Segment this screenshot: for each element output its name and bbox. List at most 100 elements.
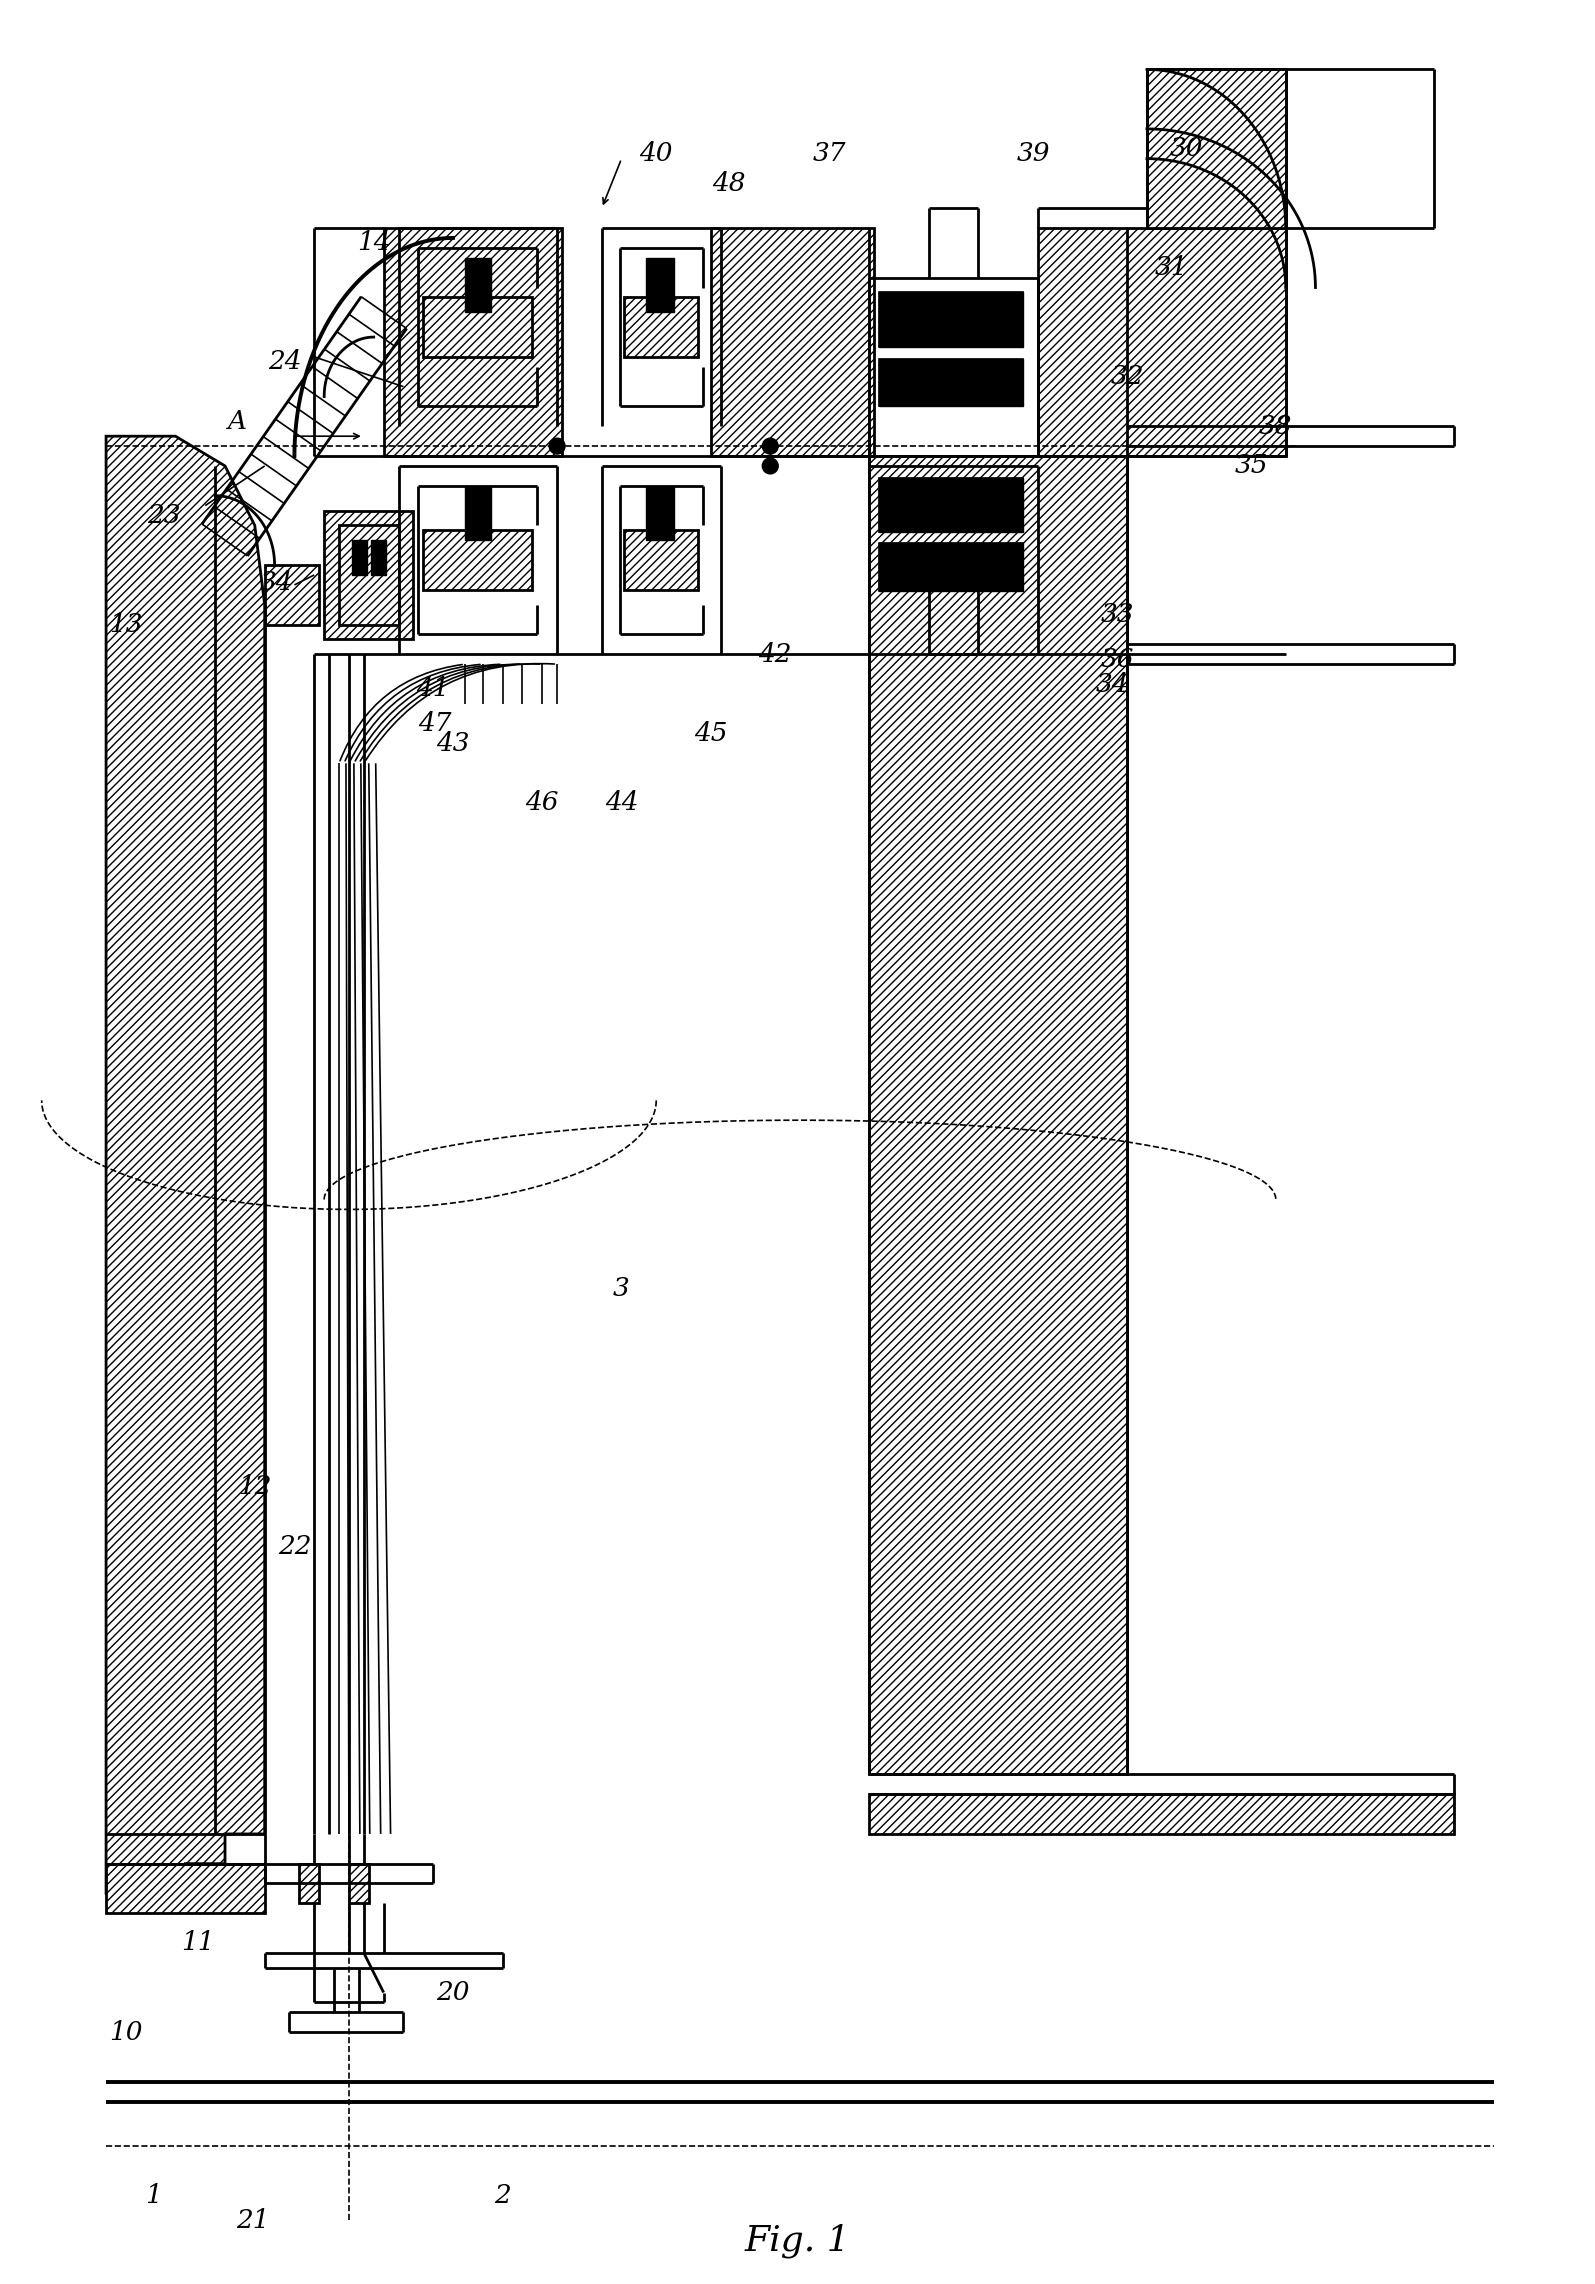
- Circle shape: [904, 322, 916, 331]
- Text: Fig. 1: Fig. 1: [745, 2222, 850, 2257]
- Circle shape: [1000, 484, 1010, 496]
- Text: 14: 14: [357, 231, 391, 256]
- Circle shape: [984, 566, 994, 576]
- Bar: [879, 359, 1022, 407]
- Circle shape: [952, 365, 962, 375]
- Bar: [352, 541, 367, 576]
- Circle shape: [984, 507, 994, 516]
- Circle shape: [968, 566, 978, 576]
- Circle shape: [952, 322, 962, 331]
- Circle shape: [968, 301, 978, 311]
- Text: 44: 44: [605, 790, 638, 815]
- Text: 36: 36: [1101, 646, 1134, 671]
- Polygon shape: [384, 228, 561, 457]
- Circle shape: [984, 301, 994, 311]
- Text: 10: 10: [108, 2019, 142, 2044]
- Text: 35: 35: [1235, 455, 1268, 477]
- Text: 31: 31: [1155, 256, 1188, 281]
- Bar: [324, 512, 413, 640]
- Text: 39: 39: [1016, 142, 1050, 167]
- Polygon shape: [107, 436, 265, 1893]
- Bar: [423, 530, 533, 589]
- Bar: [646, 258, 675, 313]
- Circle shape: [968, 507, 978, 516]
- Bar: [370, 541, 386, 576]
- Circle shape: [936, 484, 947, 496]
- Text: 32: 32: [1110, 363, 1144, 388]
- Circle shape: [888, 301, 900, 311]
- Circle shape: [888, 566, 900, 576]
- Bar: [423, 297, 533, 356]
- Circle shape: [1000, 384, 1010, 393]
- Text: 3: 3: [612, 1277, 630, 1302]
- Circle shape: [1000, 322, 1010, 331]
- Polygon shape: [300, 1864, 319, 1903]
- Circle shape: [936, 365, 947, 375]
- Circle shape: [952, 384, 962, 393]
- Text: 21: 21: [236, 2209, 270, 2234]
- Text: 34: 34: [260, 571, 293, 596]
- Text: 46: 46: [525, 790, 558, 815]
- Circle shape: [936, 507, 947, 516]
- Circle shape: [952, 484, 962, 496]
- Text: 43: 43: [437, 731, 471, 756]
- Circle shape: [936, 384, 947, 393]
- Text: 12: 12: [238, 1475, 271, 1501]
- Polygon shape: [349, 1864, 368, 1903]
- Bar: [464, 258, 491, 313]
- Text: 41: 41: [416, 676, 450, 701]
- Bar: [879, 477, 1022, 532]
- Circle shape: [1000, 365, 1010, 375]
- Circle shape: [888, 484, 900, 496]
- Circle shape: [984, 384, 994, 393]
- Circle shape: [549, 439, 565, 455]
- Text: 48: 48: [711, 171, 745, 196]
- Text: 45: 45: [694, 722, 727, 747]
- Circle shape: [904, 301, 916, 311]
- Circle shape: [904, 384, 916, 393]
- Text: A: A: [228, 409, 246, 434]
- Circle shape: [936, 301, 947, 311]
- Circle shape: [968, 484, 978, 496]
- Bar: [879, 292, 1022, 347]
- Circle shape: [952, 507, 962, 516]
- Bar: [879, 544, 1022, 592]
- Text: 38: 38: [1258, 413, 1292, 439]
- Text: 20: 20: [437, 1980, 471, 2005]
- Text: 42: 42: [759, 642, 793, 667]
- Text: 22: 22: [278, 1535, 311, 1560]
- Circle shape: [1000, 566, 1010, 576]
- Circle shape: [888, 365, 900, 375]
- Bar: [879, 477, 1022, 532]
- Bar: [624, 530, 699, 589]
- Circle shape: [888, 384, 900, 393]
- Circle shape: [920, 384, 931, 393]
- Text: 40: 40: [640, 142, 673, 167]
- Circle shape: [936, 566, 947, 576]
- Circle shape: [968, 384, 978, 393]
- Circle shape: [1000, 301, 1010, 311]
- Circle shape: [920, 507, 931, 516]
- Circle shape: [984, 484, 994, 496]
- Circle shape: [762, 439, 778, 455]
- Bar: [265, 564, 319, 624]
- Bar: [464, 486, 491, 541]
- Circle shape: [984, 365, 994, 375]
- Circle shape: [904, 507, 916, 516]
- Circle shape: [888, 322, 900, 331]
- Polygon shape: [711, 228, 874, 457]
- Text: 1: 1: [145, 2184, 163, 2209]
- Circle shape: [952, 566, 962, 576]
- Circle shape: [936, 322, 947, 331]
- Text: 47: 47: [418, 710, 451, 735]
- Text: 24: 24: [268, 349, 301, 375]
- Polygon shape: [869, 457, 1128, 1775]
- Circle shape: [920, 566, 931, 576]
- Text: 37: 37: [813, 142, 847, 167]
- Circle shape: [904, 365, 916, 375]
- Circle shape: [888, 548, 900, 557]
- Circle shape: [968, 322, 978, 331]
- Circle shape: [984, 548, 994, 557]
- Bar: [879, 359, 1022, 407]
- Circle shape: [952, 548, 962, 557]
